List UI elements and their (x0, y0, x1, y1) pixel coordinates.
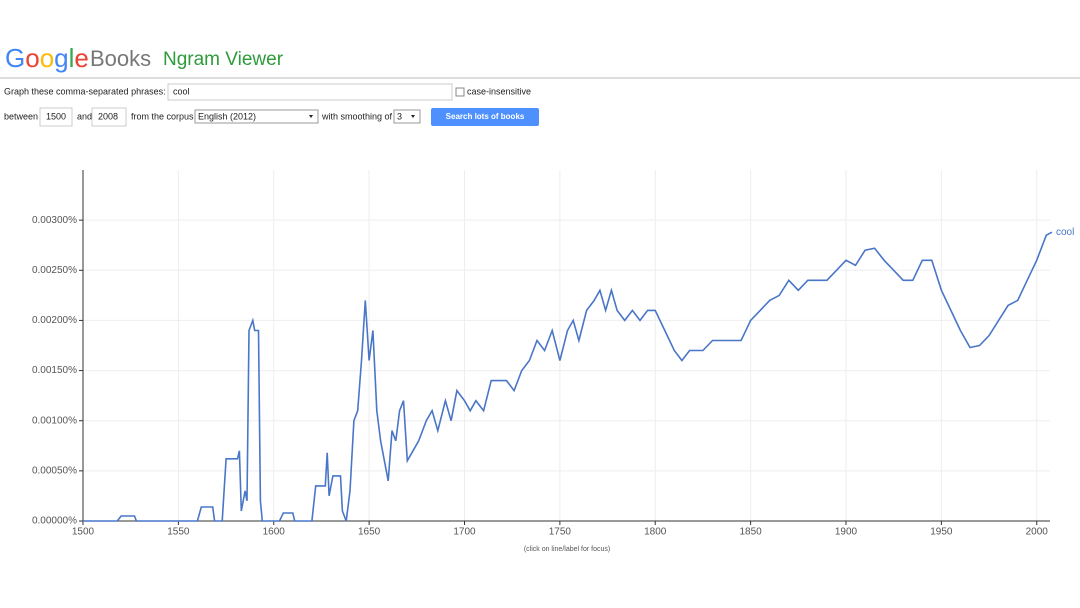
phrases-label: Graph these comma-separated phrases: (4, 86, 166, 96)
end-value[interactable]: 2008 (98, 111, 118, 121)
x-tick-label: 1900 (835, 527, 858, 538)
corpus-select[interactable] (194, 109, 319, 124)
y-tick-label: 0.00200% (32, 315, 77, 326)
x-tick-label: 1500 (72, 527, 95, 538)
start-value[interactable]: 1500 (46, 111, 66, 121)
books-label: Books (90, 46, 151, 71)
case-label: case-insensitive (467, 86, 531, 96)
x-tick-label: 1750 (549, 527, 572, 538)
phrases-value[interactable]: cool (173, 86, 190, 96)
phrases-input[interactable] (167, 83, 453, 101)
and-label: and (77, 111, 92, 121)
x-tick-label: 2000 (1026, 527, 1049, 538)
x-tick-label: 1550 (167, 527, 190, 538)
between-label: between (4, 111, 38, 121)
y-tick-label: 0.00150% (32, 365, 77, 376)
start-input[interactable] (39, 107, 73, 127)
chart: 0.00000% 0.00050% 0.00100% 0.00150% 0.00200%… (32, 170, 1074, 553)
x-tick-label: 1800 (644, 527, 667, 538)
y-tick-label: 0.00300% (32, 215, 77, 226)
smoothing-select[interactable] (393, 109, 421, 124)
corpus-value[interactable]: English (2012) (198, 111, 256, 121)
dropdown-arrow (309, 115, 313, 118)
x-tick-label: 1950 (930, 527, 953, 538)
end-input[interactable] (91, 107, 127, 127)
corpus-label: from the corpus (131, 111, 194, 121)
search-button[interactable] (431, 108, 539, 126)
x-tick-label: 1700 (453, 527, 476, 538)
product-name: Ngram Viewer (163, 49, 284, 70)
series-label: cool (1056, 227, 1074, 238)
logo: Google (5, 43, 89, 73)
dropdown-arrow (411, 115, 415, 118)
smoothing-label: with smoothing of (321, 111, 393, 121)
x-tick-label: 1650 (358, 527, 381, 538)
x-tick-label: 1600 (263, 527, 286, 538)
y-tick-label: 0.00000% (32, 516, 77, 527)
y-tick-label: 0.00100% (32, 415, 77, 426)
search-button-label[interactable]: Search lots of books (446, 112, 525, 121)
y-tick-label: 0.00050% (32, 465, 77, 476)
line-series (83, 231, 1053, 522)
case-checkbox[interactable] (455, 87, 465, 97)
smoothing-value[interactable]: 3 (397, 111, 402, 121)
y-tick-label: 0.00250% (32, 265, 77, 276)
x-tick-label: 1850 (739, 527, 762, 538)
chart-note: (click on line/label for focus) (524, 546, 610, 553)
